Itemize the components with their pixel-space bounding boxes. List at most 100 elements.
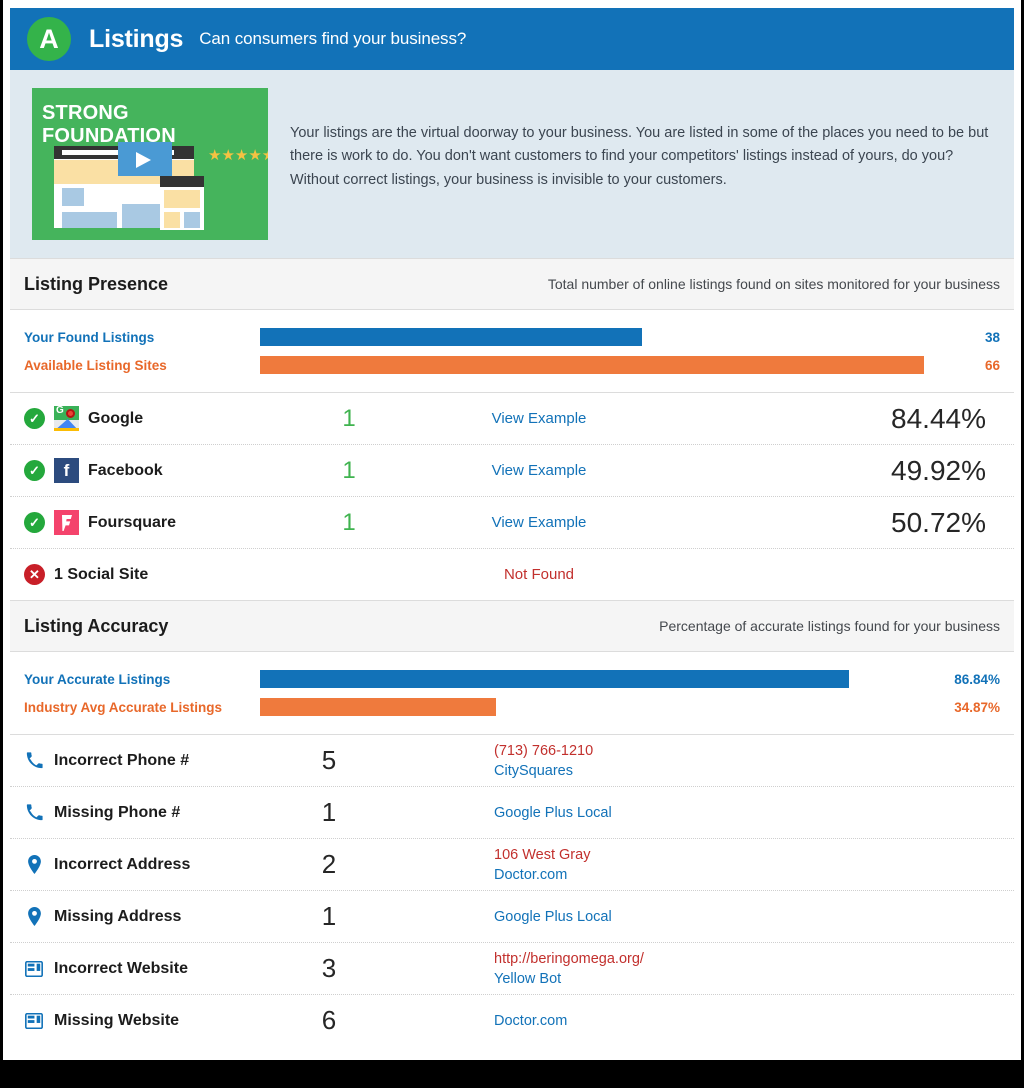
view-example-link[interactable]: View Example <box>491 514 587 531</box>
table-row: Missing Phone # 1 Google Plus Local <box>10 786 1014 838</box>
phone-icon <box>24 803 44 823</box>
site-name: Google <box>88 409 144 427</box>
issue-detail: 106 West Gray Doctor.com <box>384 845 1000 885</box>
table-row: ✓ f Facebook 1 View Example 49.92% <box>10 444 1014 496</box>
bar-value: 38 <box>984 329 1000 345</box>
issue-count: 5 <box>321 745 337 775</box>
strong-foundation-illustration: STRONG FOUNDATION ★★★★★ <box>32 88 268 240</box>
intro-description: Your listings are the virtual doorway to… <box>290 125 989 188</box>
issue-source[interactable]: Google Plus Local <box>494 908 612 925</box>
bar-fill <box>260 328 643 346</box>
table-row: Incorrect Address 2 106 West Gray Doctor… <box>10 838 1014 890</box>
issue-source[interactable]: CitySquares <box>494 762 573 779</box>
listing-accuracy-title: Listing Accuracy <box>24 615 169 636</box>
table-row: ✕ 1 Social Site Not Found <box>10 548 1014 600</box>
bar-row: Your Found Listings 38 <box>24 323 1000 351</box>
issue-detail: Google Plus Local <box>384 803 1000 823</box>
site-percentage: 49.92% <box>891 454 986 486</box>
issue-value: 106 West Gray <box>494 846 591 863</box>
issue-source[interactable]: Doctor.com <box>494 1012 568 1029</box>
site-name: Facebook <box>88 461 163 479</box>
issue-name: Missing Phone # <box>54 803 181 821</box>
issue-detail: Doctor.com <box>384 1011 1000 1031</box>
bar-row: Your Accurate Listings 86.84% <box>24 665 1000 693</box>
issue-count: 6 <box>321 1005 337 1035</box>
bar-track <box>260 670 938 688</box>
check-circle-icon: ✓ <box>24 460 45 481</box>
listing-presence-title: Listing Presence <box>24 273 169 294</box>
issue-detail: http://beringomega.org/ Yellow Bot <box>384 949 1000 989</box>
table-row: ✓ G Google 1 View Example 84.44% <box>10 392 1014 444</box>
bar-label: Available Listing Sites <box>24 357 167 373</box>
site-percentage: 84.44% <box>891 402 986 434</box>
listing-presence-header: Listing Presence Total number of online … <box>10 258 1014 310</box>
issue-source[interactable]: Doctor.com <box>494 866 568 883</box>
site-cell: ✓ G Google <box>24 406 274 431</box>
not-found-label: Not Found <box>503 566 575 583</box>
map-pin-icon <box>24 855 44 875</box>
issue-cell: Incorrect Address <box>24 855 274 875</box>
table-row: ✓ Foursquare 1 View Example 50.72% <box>10 496 1014 548</box>
error-circle-icon: ✕ <box>24 564 45 585</box>
bar-track <box>260 698 938 716</box>
issue-detail: Google Plus Local <box>384 907 1000 927</box>
page-subtitle: Can consumers find your business? <box>199 29 467 48</box>
issue-value: (713) 766-1210 <box>494 742 594 759</box>
page-right-edge <box>1021 0 1024 1060</box>
table-row: Incorrect Website 3 http://beringomega.o… <box>10 942 1014 994</box>
intro-band: STRONG FOUNDATION ★★★★★ <box>10 70 1014 258</box>
bar-row: Industry Avg Accurate Listings 34.87% <box>24 693 1000 721</box>
issue-cell: Incorrect Website <box>24 959 274 979</box>
listing-accuracy-header: Listing Accuracy Percentage of accurate … <box>10 600 1014 652</box>
site-cell: ✕ 1 Social Site <box>24 564 274 585</box>
view-example-link[interactable]: View Example <box>491 410 587 427</box>
site-count: 1 <box>342 508 356 536</box>
bar-value: 66 <box>984 357 1000 373</box>
issue-count: 3 <box>321 953 337 983</box>
page-bottom-edge <box>0 1060 1024 1088</box>
bar-fill <box>260 670 849 688</box>
page-title: Listings <box>89 24 184 53</box>
issue-source[interactable]: Yellow Bot <box>494 970 562 987</box>
bar-label: Industry Avg Accurate Listings <box>24 699 223 715</box>
issue-cell: Missing Phone # <box>24 803 274 823</box>
view-example-link[interactable]: View Example <box>491 462 587 479</box>
site-cell: ✓ Foursquare <box>24 510 274 535</box>
grade-badge: A <box>27 17 71 61</box>
site-count: 1 <box>342 404 356 432</box>
bar-fill <box>260 698 497 716</box>
site-cell: ✓ f Facebook <box>24 458 274 483</box>
issue-name: Incorrect Phone # <box>54 751 190 769</box>
issue-name: Missing Address <box>54 907 182 925</box>
bar-value: 34.87% <box>954 699 1000 715</box>
listing-presence-description: Total number of online listings found on… <box>547 276 1000 292</box>
issue-count: 2 <box>321 849 337 879</box>
site-name: Foursquare <box>88 513 177 531</box>
issue-source[interactable]: Google Plus Local <box>494 804 612 821</box>
issue-name: Incorrect Website <box>54 959 188 977</box>
issue-value: http://beringomega.org/ <box>494 950 644 967</box>
listing-presence-chart: Your Found Listings 38 Available Listing… <box>10 310 1014 392</box>
bar-label: Your Found Listings <box>24 329 155 345</box>
issue-count: 1 <box>321 797 337 827</box>
report-card: A Listings Can consumers find your busin… <box>10 8 1014 1086</box>
phone-icon <box>24 751 44 771</box>
issue-name: Incorrect Address <box>54 855 191 873</box>
check-circle-icon: ✓ <box>24 408 45 429</box>
issue-cell: Missing Address <box>24 907 274 927</box>
issue-detail: (713) 766-1210 CitySquares <box>384 741 1000 781</box>
website-icon <box>24 959 44 979</box>
website-icon <box>24 1011 44 1031</box>
map-pin-icon <box>24 907 44 927</box>
site-percentage: 50.72% <box>891 506 986 538</box>
facebook-logo-icon: f <box>54 458 79 483</box>
bar-fill <box>260 356 924 374</box>
listing-accuracy-chart: Your Accurate Listings 86.84% Industry A… <box>10 652 1014 734</box>
bar-row: Available Listing Sites 66 <box>24 351 1000 379</box>
table-row: Incorrect Phone # 5 (713) 766-1210 CityS… <box>10 734 1014 786</box>
page-left-edge <box>0 0 3 1060</box>
issue-name: Missing Website <box>54 1011 180 1029</box>
issue-cell: Incorrect Phone # <box>24 751 274 771</box>
site-name: 1 Social Site <box>54 565 149 583</box>
